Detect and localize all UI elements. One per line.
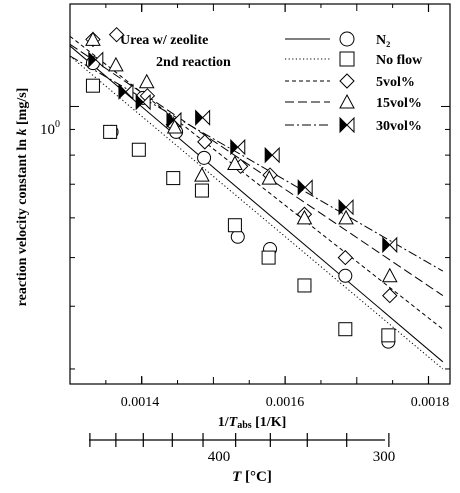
legend-marker-n2 (339, 31, 355, 47)
data-point-s4-8 (338, 198, 354, 216)
data-point-s4-3 (166, 111, 182, 129)
data-point-s4-3-right (173, 111, 182, 129)
data-point-s3-3 (166, 118, 183, 134)
legend: N₂ No flow 5vol% 15vol% 30vol% (285, 31, 423, 134)
fit-line-3 (69, 43, 444, 297)
data-point-s4-9 (382, 236, 398, 254)
data-point-s1-6 (261, 250, 276, 265)
legend-label-5vol: 5vol% (376, 75, 415, 90)
data-point-s1-4 (194, 183, 209, 198)
data-point-s3-9 (381, 267, 398, 283)
data-point-s4-0-right (95, 51, 104, 68)
legend-label-30vol: 30vol% (376, 119, 422, 134)
data-point-s3-1 (108, 56, 124, 72)
data-point-s4-1-right (125, 83, 134, 100)
data-point-s4-4 (195, 109, 211, 126)
annotation-line-1: Urea w/ zeolite (120, 33, 208, 48)
data-point-s2-8 (337, 249, 354, 266)
legend-label-n2: N₂ (376, 33, 390, 48)
plot-frame (69, 3, 451, 385)
data-point-s0-5 (230, 229, 245, 244)
legend-label-15vol: 15vol% (376, 96, 422, 111)
data-point-s1-5 (227, 218, 242, 233)
data-point-s3-6 (261, 170, 278, 185)
data-point-s4-7 (297, 179, 313, 196)
data-point-s1-8 (338, 322, 353, 337)
legend-marker-30vol-right (346, 116, 355, 134)
x-tick-label-1: 0.0014 (121, 395, 160, 410)
data-point-s4-6-right (271, 146, 280, 164)
temperature-tick-label-400: 400 (208, 449, 231, 465)
legend-marker-5vol (339, 73, 355, 89)
temperature-ticks (89, 433, 390, 447)
data-point-s4-7-right (304, 179, 313, 196)
data-point-s1-3 (166, 171, 181, 186)
x-axis-label: 1/Tabs [1/K] (218, 415, 287, 431)
data-point-s3-5 (227, 155, 243, 170)
data-point-s4-4-right (201, 109, 211, 126)
legend-marker-noflow (339, 51, 355, 67)
data-point-s1-7 (297, 278, 312, 293)
data-point-s4-1-left (118, 83, 127, 100)
data-point-s4-7-left (297, 179, 306, 196)
x-tick-label-3: 0.0018 (411, 395, 450, 410)
data-point-s4-9-right (389, 236, 398, 254)
data-point-s4-6 (264, 146, 280, 164)
temperature-axis-label: T [°C] (232, 469, 272, 485)
data-point-s4-4-left (195, 109, 204, 126)
data-point-s4-2-left (135, 93, 144, 111)
data-point-s4-3-left (166, 111, 175, 129)
data-point-s2-4 (197, 134, 213, 150)
data-markers (85, 26, 398, 349)
data-point-s2-9 (382, 287, 398, 304)
data-point-s2-1 (108, 26, 125, 43)
data-point-s4-2-right (142, 93, 151, 111)
legend-marker-30vol-left (339, 116, 348, 134)
axis-ticks (69, 4, 450, 384)
data-point-s0-4 (197, 150, 212, 165)
data-point-s1-0 (85, 78, 100, 93)
legend-label-noflow: No flow (376, 53, 423, 68)
data-point-s4-0 (88, 51, 104, 68)
temperature-tick-label-300: 300 (373, 449, 396, 465)
data-point-s1-2 (131, 142, 146, 157)
data-point-s3-0 (85, 31, 101, 46)
fit-line-0 (69, 45, 444, 363)
data-point-s4-1 (118, 83, 134, 100)
y-axis-label: reaction velocity constant ln k [mg/s] (15, 88, 30, 307)
data-point-s4-2 (135, 93, 151, 111)
data-point-s0-8 (338, 268, 353, 283)
data-point-s4-8-left (338, 198, 347, 216)
annotation-line-2: 2nd reaction (156, 55, 231, 70)
data-point-s4-5-right (237, 138, 246, 156)
data-point-s3-7 (296, 209, 313, 225)
data-point-s1-9 (381, 328, 396, 343)
data-point-s4-9-left (382, 236, 391, 254)
data-point-s3-2 (138, 73, 155, 89)
x-tick-label-2: 0.0016 (266, 395, 305, 410)
data-point-s3-4 (194, 167, 210, 182)
data-point-s4-5-left (230, 138, 239, 156)
data-point-s3-8 (338, 209, 354, 225)
data-point-s4-6-left (264, 146, 273, 164)
legend-marker-15vol (339, 93, 355, 109)
data-point-s4-8-right (345, 198, 354, 216)
temperature-axis: 400 300 T [°C] (89, 439, 396, 485)
y-tick-label: 100 (40, 119, 60, 138)
data-point-s4-5 (230, 138, 246, 156)
data-point-s4-0-left (88, 51, 97, 68)
data-point-s1-1 (103, 124, 118, 139)
